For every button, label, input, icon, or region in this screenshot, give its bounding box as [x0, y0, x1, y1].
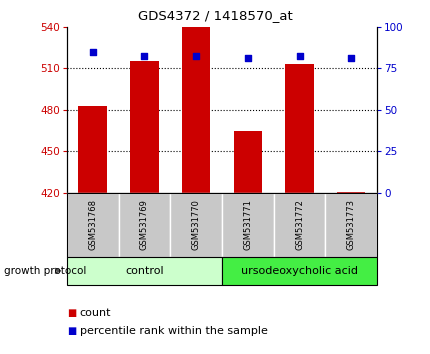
Text: control: control	[125, 266, 163, 276]
Bar	[181, 27, 210, 193]
Text: GSM531771: GSM531771	[243, 199, 252, 250]
Text: GSM531773: GSM531773	[346, 199, 355, 250]
Text: GSM531772: GSM531772	[295, 199, 303, 250]
Text: growth protocol: growth protocol	[4, 266, 86, 276]
Bar	[67, 257, 221, 285]
Point	[347, 55, 354, 61]
Bar	[67, 193, 118, 257]
Point	[192, 54, 199, 59]
Bar	[325, 193, 376, 257]
Bar	[170, 193, 221, 257]
Bar	[285, 64, 313, 193]
Point	[141, 54, 147, 59]
Text: GSM531768: GSM531768	[88, 199, 97, 250]
Text: GDS4372 / 1418570_at: GDS4372 / 1418570_at	[138, 9, 292, 22]
Bar	[118, 193, 170, 257]
Bar	[233, 131, 261, 193]
Bar	[78, 105, 107, 193]
Bar	[130, 61, 158, 193]
Bar	[336, 192, 365, 193]
Text: percentile rank within the sample: percentile rank within the sample	[80, 326, 267, 336]
Text: ■: ■	[67, 326, 76, 336]
Bar	[221, 193, 273, 257]
Point	[295, 54, 302, 59]
Text: GSM531769: GSM531769	[140, 199, 148, 250]
Text: ursodeoxycholic acid: ursodeoxycholic acid	[240, 266, 357, 276]
Text: count: count	[80, 308, 111, 318]
Point	[89, 48, 96, 54]
Bar	[221, 257, 376, 285]
Bar	[273, 193, 325, 257]
Point	[244, 55, 251, 61]
Text: ■: ■	[67, 308, 76, 318]
Text: GSM531770: GSM531770	[191, 199, 200, 250]
